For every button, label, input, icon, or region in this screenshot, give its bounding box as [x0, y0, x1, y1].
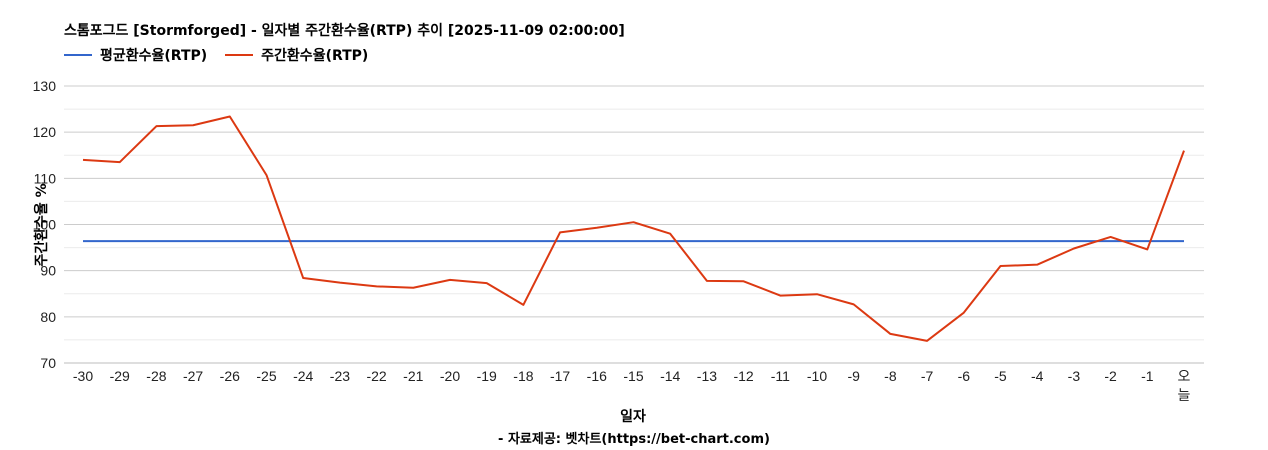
x-tick-label: -19 [477, 368, 497, 384]
y-axis-ticks: 70 80 90 100 110 120 130 [33, 78, 57, 371]
gridlines [64, 85, 1204, 364]
legend-swatch-blue-icon [64, 54, 92, 56]
x-tick-label: -9 [847, 368, 860, 384]
legend-label: 주간환수율(RTP) [261, 48, 369, 64]
x-tick-label: -13 [697, 368, 717, 384]
x-tick-label: -14 [660, 368, 680, 384]
y-tick-label: 70 [40, 355, 56, 371]
x-tick-label: -12 [733, 368, 753, 384]
x-tick-label: -3 [1068, 368, 1081, 384]
x-tick-label: -28 [146, 368, 166, 384]
chart-title: 스톰포그드 [Stormforged] - 일자별 주간환수율(RTP) 추이 … [64, 23, 625, 39]
x-tick-label: 늘 [1178, 387, 1191, 403]
x-tick-label: -16 [587, 368, 607, 384]
x-tick-label: -8 [884, 368, 897, 384]
x-tick-label: -4 [1031, 368, 1044, 384]
legend-label: 평균환수율(RTP) [100, 48, 208, 64]
x-tick-label: -15 [623, 368, 643, 384]
x-tick-label: -5 [994, 368, 1007, 384]
chart-legend: 평균환수율(RTP) 주간환수율(RTP) [64, 45, 386, 65]
x-tick-label: -6 [958, 368, 971, 384]
y-axis-title: 주간환수율 % [33, 183, 50, 266]
x-tick-label: -30 [73, 368, 93, 384]
x-tick-label: -1 [1141, 368, 1154, 384]
legend-item-average-rtp[interactable]: 평균환수율(RTP) [64, 45, 207, 65]
x-tick-label: 오 [1178, 368, 1191, 384]
x-tick-label: -24 [293, 368, 313, 384]
weekly-rtp-line [82, 115, 1185, 342]
y-tick-label: 130 [33, 78, 57, 94]
data-source-credit: - 자료제공: 벳차트(https://bet-chart.com) [498, 432, 770, 447]
y-tick-label: 90 [40, 263, 56, 279]
x-axis-title: 일자 [620, 409, 646, 425]
x-tick-label: -2 [1104, 368, 1117, 384]
x-tick-label: -25 [256, 368, 276, 384]
x-tick-label: -23 [330, 368, 350, 384]
x-tick-label: -18 [513, 368, 533, 384]
data-series [82, 115, 1185, 342]
x-tick-label: -27 [183, 368, 203, 384]
legend-item-weekly-rtp[interactable]: 주간환수율(RTP) [225, 45, 368, 65]
x-tick-label: -22 [366, 368, 386, 384]
y-tick-label: 80 [40, 309, 56, 325]
x-tick-label: -10 [807, 368, 827, 384]
x-tick-label: -20 [440, 368, 460, 384]
x-tick-label: -21 [403, 368, 423, 384]
x-tick-label: -11 [771, 368, 790, 384]
x-tick-label: -7 [921, 368, 934, 384]
x-tick-label: -17 [550, 368, 570, 384]
legend-swatch-red-icon [225, 54, 254, 56]
y-tick-label: 100 [33, 217, 57, 233]
x-tick-label: -29 [110, 368, 130, 384]
x-tick-label: -26 [220, 368, 240, 384]
y-tick-label: 110 [34, 170, 57, 186]
x-axis-ticks: -30 -29 -28 -27 -26 -25 -24 -23 -22 -21 -20 -19 -18 -… [73, 368, 1191, 403]
y-tick-label: 120 [33, 124, 57, 140]
